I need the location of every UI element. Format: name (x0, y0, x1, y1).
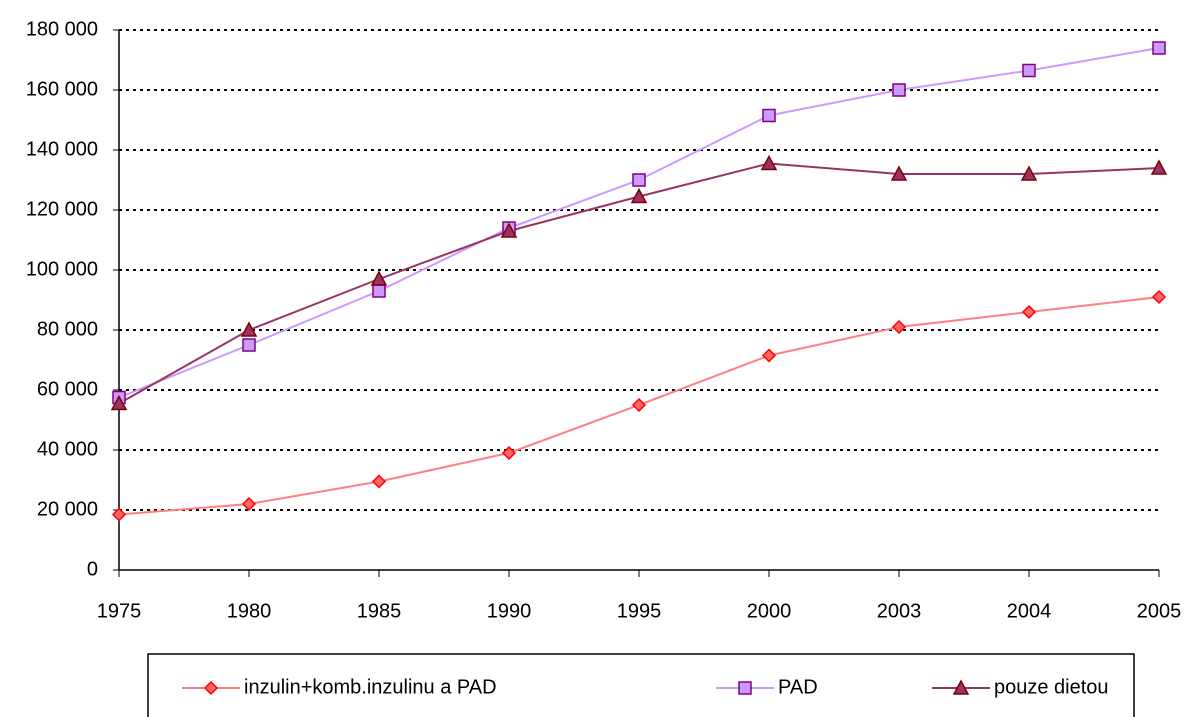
data-point (890, 165, 908, 181)
data-point (1152, 41, 1166, 55)
y-tick-label: 80 000 (37, 318, 98, 340)
data-point (631, 397, 647, 413)
data-point (1151, 289, 1167, 305)
data-point (891, 319, 907, 335)
y-tick-label: 40 000 (37, 438, 98, 460)
data-point (761, 348, 777, 363)
x-tick-label: 1980 (227, 600, 272, 622)
y-tick-label: 60 000 (37, 378, 98, 400)
data-point (501, 445, 517, 461)
data-point (632, 173, 646, 187)
data-point (1022, 63, 1036, 78)
y-tick-label: 20 000 (37, 498, 98, 520)
data-point (1020, 165, 1038, 181)
x-tick-label: 2003 (877, 600, 922, 622)
legend-marker (738, 681, 752, 695)
x-tick-label: 1975 (97, 600, 142, 622)
data-point (242, 338, 256, 352)
y-tick-label: 0 (87, 558, 98, 580)
x-tick-label: 2005 (1137, 600, 1182, 622)
series-line (118, 47, 1160, 399)
data-point (1021, 304, 1037, 320)
legend-label: pouze dietou (994, 676, 1109, 698)
y-tick-label: 140 000 (26, 138, 98, 160)
data-point (110, 394, 128, 411)
data-point (892, 83, 906, 97)
data-point (111, 507, 127, 522)
data-point (762, 108, 776, 123)
data-point (630, 187, 648, 204)
x-tick-label: 2000 (747, 600, 792, 622)
legend-marker (952, 679, 970, 695)
data-point (241, 496, 257, 512)
x-tick-label: 1990 (487, 600, 532, 622)
x-tick-label: 1995 (617, 600, 662, 622)
data-point (370, 270, 388, 286)
y-tick-label: 180 000 (26, 18, 98, 40)
legend-marker (203, 680, 219, 696)
legend-label: PAD (778, 676, 818, 698)
x-tick-label: 1985 (357, 600, 402, 622)
data-point (371, 474, 387, 489)
y-tick-label: 100 000 (26, 258, 98, 280)
y-tick-label: 160 000 (26, 78, 98, 100)
data-point (372, 284, 386, 298)
x-tick-label: 2004 (1007, 600, 1052, 622)
legend-label: inzulin+komb.inzulinu a PAD (244, 676, 497, 698)
data-point (500, 222, 518, 238)
legend (147, 653, 1135, 717)
data-point (240, 321, 258, 337)
y-tick-label: 120 000 (26, 198, 98, 220)
data-point (760, 154, 778, 171)
data-point (1150, 159, 1168, 175)
